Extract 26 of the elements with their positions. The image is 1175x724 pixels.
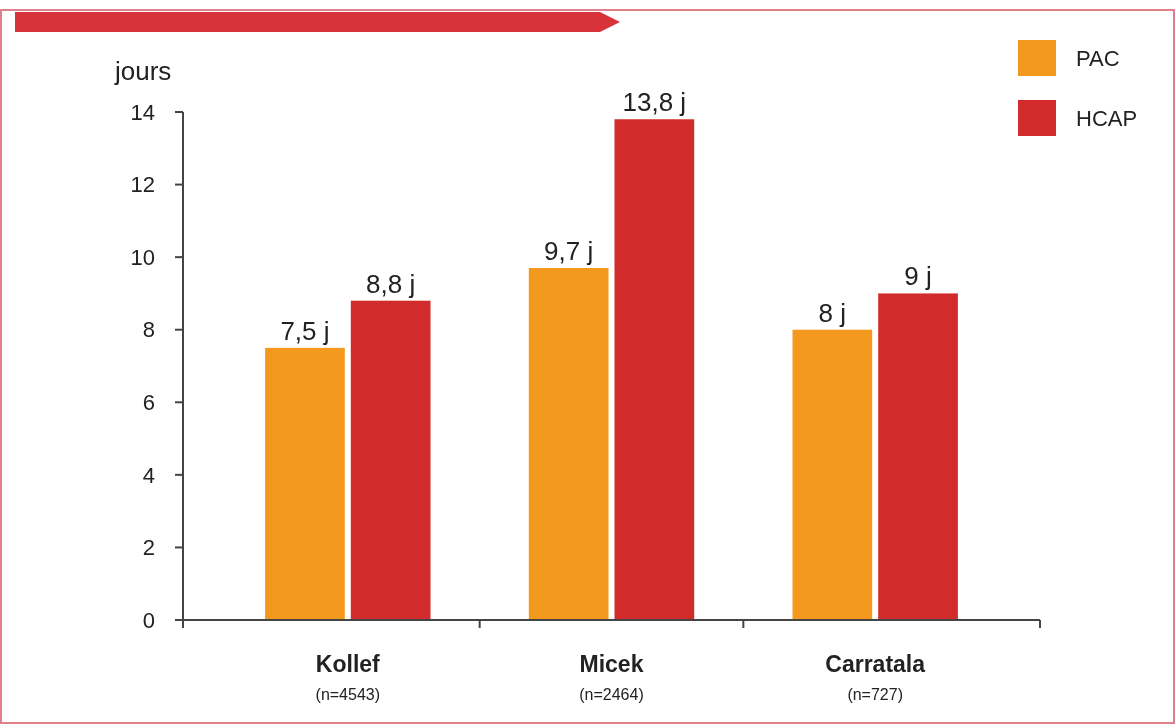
data-label: 8 j — [818, 297, 847, 328]
data-label: 9,7 j — [544, 236, 594, 267]
data-label: 9 j — [904, 261, 932, 292]
x-tick-label: Kollef (n=4543) — [315, 651, 381, 703]
y-tick-label: 6 — [142, 389, 155, 415]
bar — [350, 300, 431, 620]
y-tick-label: 8 — [142, 317, 155, 343]
bar — [878, 293, 958, 620]
y-axis-title: jours — [114, 56, 172, 86]
bar — [792, 329, 873, 620]
bar — [614, 119, 695, 620]
y-tick-label: 10 — [130, 244, 155, 270]
data-label: 13,8 j — [622, 87, 687, 118]
y-tick-label: 0 — [142, 607, 155, 633]
legend-label: HCAP — [1076, 105, 1138, 131]
x-tick-label: Micek (n=2464) — [579, 651, 644, 703]
data-label: 8,8 j — [366, 268, 416, 299]
y-tick-label: 2 — [142, 535, 155, 561]
y-tick-label: 4 — [142, 462, 155, 488]
x-tick-label: Carratala (n=727) — [825, 651, 926, 703]
y-tick-label: 12 — [130, 172, 155, 198]
legend-label: PAC — [1076, 45, 1120, 71]
bar — [528, 268, 609, 620]
bar — [265, 347, 345, 620]
y-tick-label: 14 — [130, 99, 155, 125]
data-label: 7,5 j — [280, 315, 330, 346]
